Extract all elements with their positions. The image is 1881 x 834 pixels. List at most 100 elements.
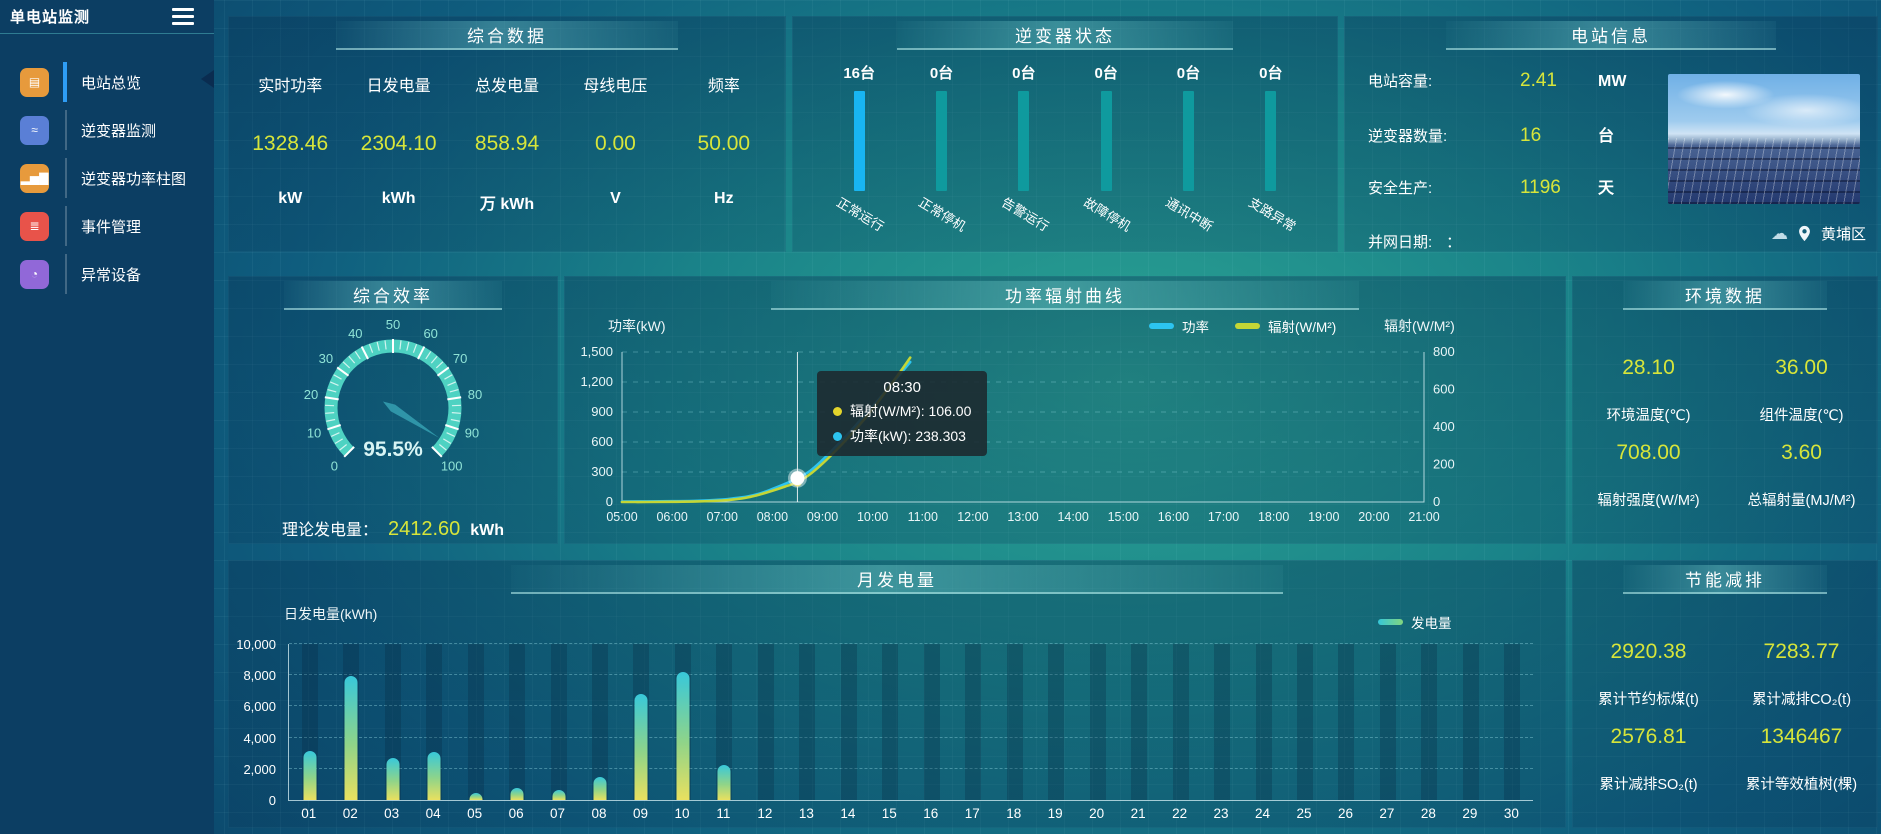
svg-text:50: 50 (386, 317, 400, 332)
monthly-generation-chart[interactable] (288, 643, 1533, 801)
bar-background-stripe (1214, 644, 1231, 800)
month-x-axis: 01 02 03 04 05 06 07 08 09 10 11 12 13 14 15 16 17 18 19 20… (288, 806, 1532, 821)
sidebar-item-label: 电站总览 (81, 74, 142, 92)
bar-background-stripe (1421, 644, 1438, 800)
sidebar-menu: ▤ 电站总览 ≈ 逆变器监测 ▂▅▇ 逆变器功率柱图 ≣ 事件管理 ◔ 异常设备 (0, 34, 214, 298)
location-pin-icon[interactable] (1798, 225, 1811, 242)
bar-slot (455, 644, 496, 800)
month-legend-item[interactable]: 发电量 (1378, 612, 1452, 632)
sidebar-collapse-arrow-icon[interactable] (201, 70, 214, 88)
x-axis-tick-label: 14 (840, 806, 856, 821)
sidebar-header: 单电站监测 (0, 0, 214, 34)
bar-slot (579, 644, 620, 800)
stat-label: 辐射强度(W/M²) (1597, 493, 1700, 509)
bar-background-stripe (1172, 644, 1189, 800)
inverter-bar (1018, 91, 1030, 191)
app-title: 单电站监测 (10, 9, 91, 26)
svg-text:17:00: 17:00 (1208, 510, 1239, 524)
svg-text:40: 40 (348, 326, 362, 341)
bar-background-stripe (1089, 644, 1106, 800)
y-axis-tick-label: 6,000 (243, 699, 276, 715)
x-axis-tick-label: 22 (1172, 806, 1188, 821)
sidebar-item-label: 逆变器监测 (81, 122, 157, 140)
sidebar-item[interactable]: ≣ 事件管理 (0, 202, 214, 250)
x-axis-tick-label: 12 (757, 806, 773, 821)
sidebar-item-label: 异常设备 (81, 266, 142, 284)
bar-slot (289, 644, 330, 800)
x-axis-tick-label: 03 (384, 806, 400, 821)
bar-slot (1035, 644, 1076, 800)
efficiency-gauge-chart[interactable]: 0 10 20 30 40 50 60 70 80 90 100 95.5% (228, 310, 558, 514)
gridline (289, 674, 1533, 676)
x-axis-tick-label: 01 (301, 806, 317, 821)
stat-label: 累计等效植树(棵) (1745, 777, 1858, 793)
metric-value: 2304.10 (360, 132, 437, 155)
bar-slot (662, 644, 703, 800)
tooltip-row: 功率(kW): 238.303 (833, 426, 971, 446)
inverter-category-label: 正常停机 (916, 194, 969, 235)
metric-label: 实时功率 (258, 78, 323, 95)
generation-bar (469, 792, 483, 800)
legend-item[interactable]: 功率 (1149, 316, 1209, 336)
bar-background-stripe (1296, 644, 1313, 800)
x-axis-tick-label: 18 (1006, 806, 1022, 821)
bar-slot (704, 644, 745, 800)
x-axis-tick-label: 05 (467, 806, 483, 821)
active-indicator (65, 206, 67, 246)
inverter-count: 16台 (843, 65, 875, 82)
x-axis-tick-label: 19 (1047, 806, 1063, 821)
metric-unit: 万 kWh (479, 196, 535, 213)
location-cluster: ☁ 黄埔区 (1771, 223, 1866, 244)
sidebar-item[interactable]: ▤ 电站总览 (0, 58, 214, 106)
panel-efficiency: 综合效率 0 10 20 30 40 50 60 70 80 90 100 95.5% 理论发电量： … (228, 276, 558, 544)
panel-title-power-radiation: 功率辐射曲线 (771, 281, 1359, 310)
svg-text:08:00: 08:00 (757, 510, 788, 524)
inverter-count: 0台 (1094, 65, 1118, 82)
station-info-row: 安全生产: 1196 天 (1368, 174, 1878, 226)
svg-text:1,200: 1,200 (580, 374, 613, 389)
location-label: 黄埔区 (1820, 226, 1866, 243)
stat-label: 总辐射量(MJ/M²) (1747, 493, 1856, 509)
svg-text:400: 400 (1433, 419, 1455, 434)
svg-text:60: 60 (423, 326, 437, 341)
generation-bar (303, 750, 317, 800)
overview-metrics: 实时功率 1328.46 kW 日发电量 2304.10 kWh 总发电量 858.94 万 k… (228, 50, 786, 214)
bar-slot (828, 644, 869, 800)
inverter-status-column: 0台 告警运行 (983, 62, 1065, 252)
inverter-category-label: 故障停机 (1081, 194, 1134, 235)
svg-text:300: 300 (591, 464, 613, 479)
x-axis-tick-label: 23 (1213, 806, 1229, 821)
gridline (289, 736, 1533, 738)
station-info-rows: 电站容量: 2.41 MW 逆变器数量: 16 台安全生产: 1196 天 (1344, 50, 1878, 226)
sidebar-item[interactable]: ≈ 逆变器监测 (0, 106, 214, 154)
x-axis-tick-label: 04 (425, 806, 441, 821)
sidebar-item[interactable]: ◔ 异常设备 (0, 250, 214, 298)
bar-background-stripe (923, 644, 940, 800)
sidebar-item[interactable]: ▂▅▇ 逆变器功率柱图 (0, 154, 214, 202)
legend-swatch (1235, 323, 1260, 329)
active-indicator (65, 254, 67, 294)
bar-slot (413, 644, 454, 800)
event-management-icon: ≣ (20, 211, 49, 241)
panel-overview: 综合数据 实时功率 1328.46 kW 日发电量 2304.10 kWh 总发电量 858.… (228, 16, 786, 252)
bar-slot (1160, 644, 1201, 800)
bar-slot (1118, 644, 1159, 800)
inverter-count: 0台 (1259, 65, 1283, 82)
stat-item: 2576.81 累计减排SO₂(t) (1572, 725, 1725, 794)
bar-slot (911, 644, 952, 800)
x-axis-tick-label: 27 (1379, 806, 1395, 821)
legend-item[interactable]: 辐射(W/M²) (1235, 316, 1336, 336)
svg-text:05:00: 05:00 (606, 510, 637, 524)
legend-label: 发电量 (1411, 616, 1452, 631)
y-axis-tick-label: 2,000 (243, 761, 276, 777)
inverter-status-chart[interactable]: 16台 正常运行 0台 正常停机 0台 告警运行 0台 故障停机 0台 通讯中断 0台 支路异常 (792, 50, 1338, 252)
x-axis-tick-label: 24 (1255, 806, 1271, 821)
y-axis-tick-label: 0 (268, 793, 276, 808)
abnormal-device-icon: ◔ (20, 259, 49, 289)
theory-generation-row: 理论发电量： 2412.60 kWh (228, 516, 558, 541)
x-axis-tick-label: 10 (674, 806, 690, 821)
x-axis-tick-label: 02 (342, 806, 358, 821)
weather-cloud-icon[interactable]: ☁ (1770, 223, 1788, 243)
right-axis-title: 辐射(W/M²) (1384, 318, 1455, 334)
menu-toggle-icon[interactable] (172, 8, 194, 25)
